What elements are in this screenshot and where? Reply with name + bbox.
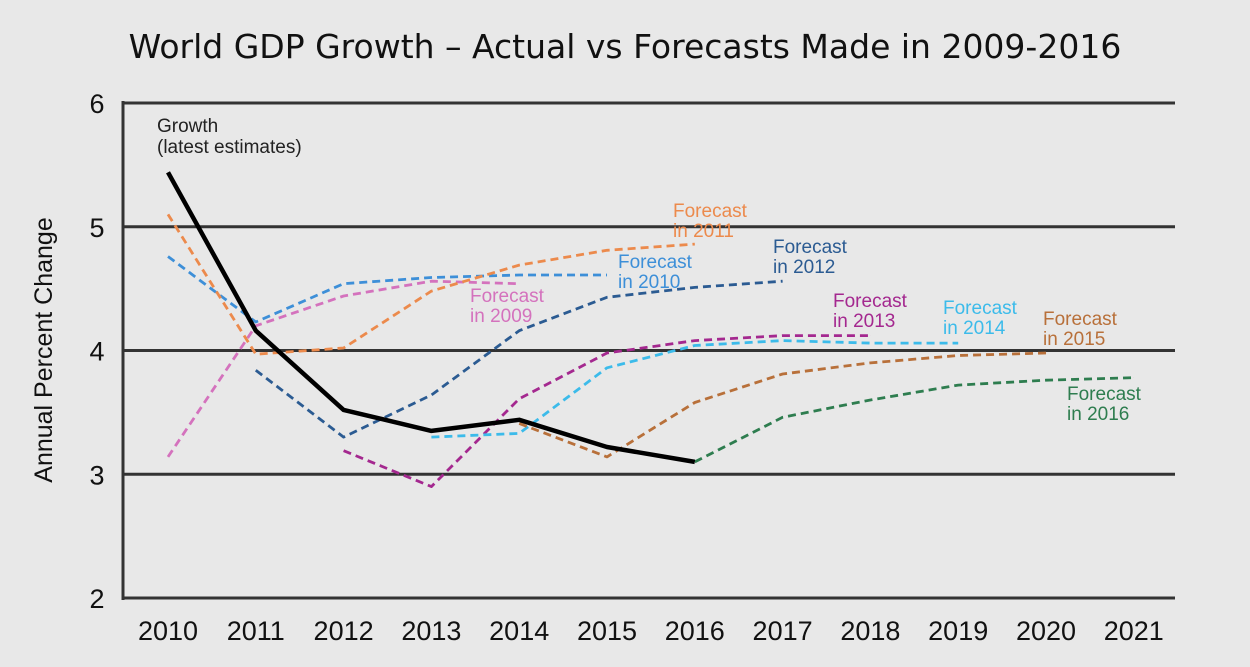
y-tick-label: 4 [89,337,104,367]
series-label-forecast-in-2011: Forecast in 2011 [673,201,748,242]
series-label-line: (latest estimates) [157,137,302,158]
series-line-forecast-in-2016 [694,376,1134,464]
series-label-line: in 2009 [470,306,532,327]
series-label-line: in 2011 [673,221,734,242]
x-tick-label: 2014 [489,616,549,646]
series-label-line: Forecast [1043,309,1118,330]
series-label-line: in 2012 [773,257,835,278]
x-tick-label: 2017 [753,616,813,646]
series-label-line: Forecast [618,252,693,273]
series-line-forecast-in-2010 [167,255,607,324]
series-label-forecast-in-2013: Forecast in 2013 [833,291,908,332]
x-tick-label: 2012 [314,616,374,646]
x-tick-label: 2013 [401,616,461,646]
x-tick-label: 2015 [577,616,637,646]
series-label-forecast-in-2010: Forecast in 2010 [618,252,693,293]
series-label-forecast-in-2015: Forecast in 2015 [1043,309,1118,350]
series-label-line: in 2013 [833,311,895,332]
series-label-line: in 2010 [618,272,680,293]
series-label-line: in 2016 [1067,404,1129,425]
series-label-line: Forecast [943,298,1018,319]
x-tick-label: 2018 [840,616,900,646]
series-label-forecast-in-2014: Forecast in 2014 [943,298,1018,339]
x-tick-label: 2011 [227,616,285,646]
x-tick-label: 2021 [1104,616,1164,646]
y-tick-label: 2 [89,584,104,614]
series-label-forecast-in-2016: Forecast in 2016 [1067,384,1142,425]
series-label-line: Forecast [673,201,748,222]
series-label-line: Forecast [773,237,848,258]
x-tick-label: 2019 [928,616,988,646]
chart-title: World GDP Growth – Actual vs Forecasts M… [129,27,1122,66]
y-tick-label: 3 [89,460,104,490]
y-axis-label: Annual Percent Change [30,217,58,482]
x-tick-label: 2020 [1016,616,1076,646]
y-tick-label: 6 [89,89,104,119]
x-tick-label: 2010 [138,616,198,646]
series-label-growth-latest-estimates: Growth (latest estimates) [157,116,302,158]
series-label-line: Growth [157,116,218,137]
series-label-line: in 2015 [1043,329,1105,350]
series-label-line: in 2014 [943,318,1006,339]
series-label-forecast-in-2009: Forecast in 2009 [470,286,545,327]
series-label-forecast-in-2012: Forecast in 2012 [773,237,848,278]
y-tick-label: 5 [89,213,104,243]
series-label-line: Forecast [470,286,545,307]
x-tick-label: 2016 [665,616,725,646]
series-label-line: Forecast [833,291,908,312]
series-label-line: Forecast [1067,384,1142,405]
